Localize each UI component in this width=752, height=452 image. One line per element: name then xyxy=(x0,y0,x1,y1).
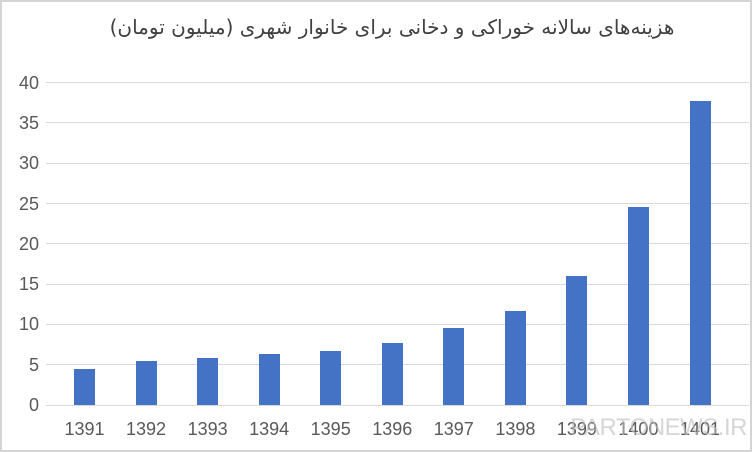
y-axis-tick-label: 40 xyxy=(18,72,39,93)
gridline xyxy=(46,203,749,204)
y-axis-tick-label: 20 xyxy=(18,233,39,254)
y-axis-tick-label: 30 xyxy=(18,153,39,174)
x-axis-tick-label: 1397 xyxy=(433,419,474,439)
bar-1391 xyxy=(74,368,95,405)
gridline xyxy=(46,162,749,164)
gridline xyxy=(46,404,749,406)
bar-1394 xyxy=(258,354,280,405)
gridline xyxy=(46,122,749,124)
gridline xyxy=(46,283,749,285)
y-axis-tick-label: 0 xyxy=(28,395,39,415)
x-axis-tick-label: 1401 xyxy=(679,419,721,439)
y-axis-tick-label: 25 xyxy=(18,193,39,214)
y-axis-tick-label: 15 xyxy=(18,274,39,295)
bar-1398 xyxy=(504,310,526,405)
gridline xyxy=(46,243,749,245)
y-axis-tick-label: 10 xyxy=(18,314,39,335)
bar-1393 xyxy=(197,358,219,405)
gridline xyxy=(46,323,749,325)
x-axis-tick-label: 1396 xyxy=(372,419,413,439)
y-axis-tick-label: 35 xyxy=(18,112,39,133)
x-axis-tick-label: 1393 xyxy=(187,419,228,439)
bar-1399 xyxy=(566,276,588,405)
x-axis-tick-label: 1395 xyxy=(310,419,351,439)
bar-1392 xyxy=(135,360,157,405)
bar-1397 xyxy=(443,328,465,405)
x-axis-tick-label: 1398 xyxy=(495,419,536,439)
x-axis-tick-label: 1399 xyxy=(556,419,597,439)
bar-1400 xyxy=(627,206,649,405)
chart-title: هزینه‌های سالانه خوراکی و دخانی برای خان… xyxy=(109,15,675,39)
x-axis-tick-label: 1392 xyxy=(126,419,167,439)
watermark: PARTONEWS.IR xyxy=(570,414,747,441)
bar-1401 xyxy=(689,101,711,405)
bar-1396 xyxy=(381,342,403,405)
y-axis-tick-label: 5 xyxy=(28,354,39,375)
x-axis-tick-label: 1391 xyxy=(64,419,105,439)
x-axis-tick-label: 1394 xyxy=(249,419,290,439)
x-axis-tick-label: 1400 xyxy=(618,419,659,439)
bar-1395 xyxy=(320,350,342,405)
gridline xyxy=(46,82,749,84)
